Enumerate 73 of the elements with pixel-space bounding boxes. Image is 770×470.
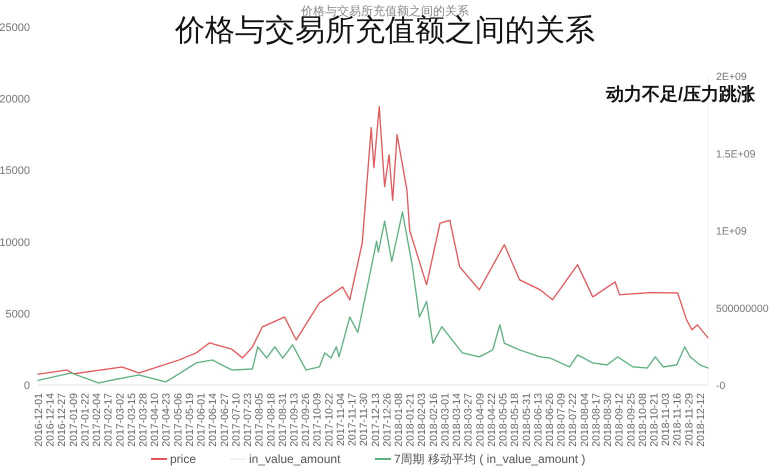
- x-tick-label: 2017-08-31: [276, 392, 289, 447]
- x-tick-label: 2017-06-01: [196, 392, 208, 447]
- x-tick-label: 2018-04-09: [474, 392, 486, 447]
- x-tick-label: 2018-06-13: [532, 392, 544, 447]
- x-tick-label: 2017-11-30: [358, 392, 370, 446]
- x-tick-label: 2017-11-17: [346, 392, 359, 446]
- y2-tick-label: 1E+09: [716, 226, 747, 238]
- x-tick-label: 2018-01-08: [393, 392, 406, 447]
- y-tick-label: 10000: [0, 236, 30, 249]
- x-tick-label: 2018-06-26: [544, 392, 556, 447]
- x-tick-label: 2017-02-04: [91, 392, 104, 447]
- x-tick-label: 2017-09-13: [288, 392, 300, 447]
- x-tick-label: 2018-09-12: [614, 392, 626, 447]
- x-tick-label: 2018-03-01: [439, 392, 452, 447]
- x-tick-label: 2018-09-25: [625, 392, 638, 447]
- y-tick-label: 5000: [6, 308, 30, 320]
- x-tick-label: 2017-12-13: [370, 392, 382, 447]
- x-tick-label: 2017-08-18: [265, 392, 278, 447]
- x-tick-label: 2017-03-02: [114, 392, 126, 447]
- annotation: 动力不足/压力跳涨: [604, 84, 756, 104]
- x-tick-label: 2017-05-19: [184, 392, 196, 447]
- x-tick-label: 2018-10-08: [636, 392, 649, 447]
- x-tick-label: 2017-06-14: [207, 392, 220, 447]
- x-tick-label: 2018-08-04: [578, 392, 591, 447]
- x-tick-label: 2016-12-14: [44, 392, 57, 447]
- x-tick-label: 2018-11-03: [660, 392, 672, 446]
- x-tick-label: 2018-07-22: [567, 392, 580, 447]
- x-tick-label: 2017-11-04: [334, 392, 347, 446]
- legend-label: price: [170, 452, 196, 466]
- x-tick-label: 2016-12-27: [56, 392, 68, 447]
- x-tick-label: 2017-06-27: [218, 392, 231, 447]
- x-tick-label: 2018-08-30: [602, 392, 614, 447]
- x-tick-label: 2018-03-14: [451, 392, 464, 447]
- x-tick-label: 2017-03-15: [126, 392, 138, 447]
- x-tick-label: 2017-10-22: [323, 392, 336, 447]
- x-tick-label: 2017-10-09: [312, 392, 324, 447]
- x-tick-label: 2018-11-16: [672, 392, 684, 446]
- legend-label: 7周期 移动平均 ( in_value_amount ): [394, 452, 586, 466]
- x-tick-label: 2018-11-29: [683, 392, 696, 446]
- y-tick-label: 15000: [0, 165, 30, 178]
- x-tick-label: 2017-07-23: [242, 392, 254, 447]
- x-tick-label: 2016-12-01: [33, 392, 45, 447]
- legend-label: in_value_amount: [249, 452, 342, 466]
- y2-tick-label: 2E+09: [716, 71, 747, 83]
- x-tick-label: 2018-10-21: [648, 392, 661, 447]
- x-tick-label: 2018-02-16: [428, 392, 440, 447]
- x-tick-label: 2018-05-31: [520, 392, 533, 447]
- x-tick-label: 2018-02-03: [416, 392, 428, 447]
- x-tick-label: 2018-07-09: [556, 392, 568, 447]
- x-tick-label: 2018-05-05: [498, 392, 510, 447]
- y-tick-label: 25000: [0, 22, 30, 34]
- x-tick-label: 2017-09-26: [300, 392, 312, 447]
- x-tick-label: 2017-04-23: [160, 392, 173, 447]
- x-tick-label: 2018-05-18: [509, 392, 522, 447]
- x-tick-label: 2017-05-06: [172, 392, 184, 447]
- x-tick-label: 2017-12-26: [381, 392, 394, 447]
- x-tick-label: 2017-01-09: [68, 392, 80, 447]
- x-tick-label: 2017-02-17: [102, 392, 115, 447]
- y2-tick-label: 1.5E+09: [716, 148, 756, 160]
- x-tick-label: 2018-04-22: [486, 392, 498, 447]
- y2-tick-label: 500000000: [716, 302, 769, 315]
- x-tick-label: 2018-08-17: [590, 392, 602, 447]
- x-tick-label: 2018-12-12: [694, 392, 707, 447]
- y-tick-label: 0: [24, 380, 30, 392]
- y-tick-label: 20000: [0, 94, 30, 106]
- x-tick-label: 2018-01-21: [404, 392, 417, 447]
- x-tick-label: 2017-04-10: [149, 392, 162, 447]
- x-tick-label: 2017-01-22: [79, 392, 92, 447]
- y2-tick-label: -0: [716, 380, 726, 392]
- x-tick-label: 2017-08-05: [254, 392, 266, 447]
- x-tick-label: 2018-03-27: [462, 392, 475, 447]
- x-tick-label: 2017-07-10: [230, 392, 242, 447]
- x-tick-label: 2017-03-28: [138, 392, 150, 447]
